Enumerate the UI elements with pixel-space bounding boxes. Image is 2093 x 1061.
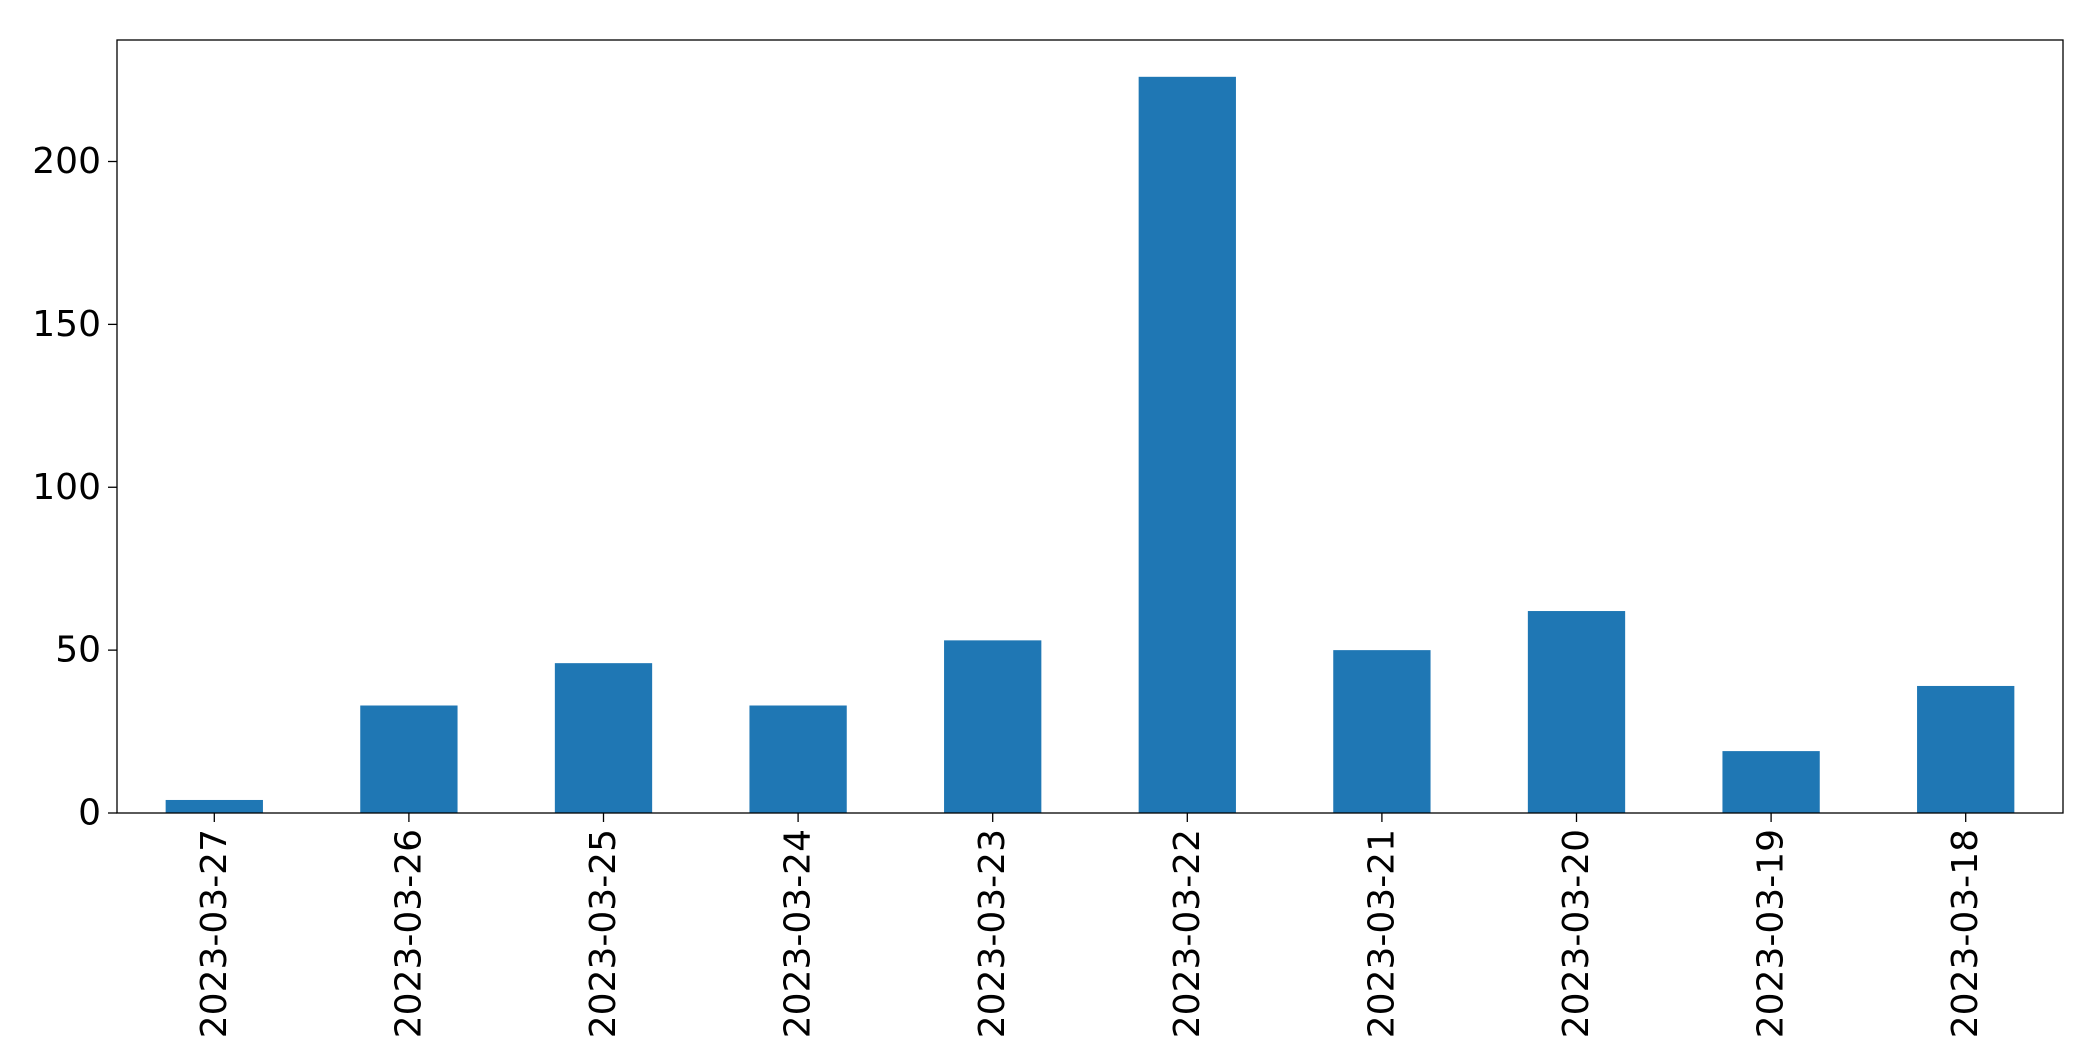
- x-tick-label-2023-03-25: 2023-03-25: [583, 829, 624, 1038]
- bar-2023-03-22: [1138, 76, 1236, 814]
- y-tick-label-100: 100: [32, 467, 101, 508]
- plot-frame: [116, 39, 2064, 814]
- y-axis-ticks: 0 50 100 150 200: [32, 141, 117, 834]
- x-tick-label-2023-03-21: 2023-03-21: [1361, 829, 1402, 1038]
- bar-2023-03-27: [165, 799, 263, 813]
- x-tick-label-2023-03-27: 2023-03-27: [194, 829, 235, 1038]
- y-tick-label-0: 0: [78, 793, 101, 834]
- y-tick-label-200: 200: [32, 141, 101, 182]
- x-axis-ticks: 2023-03-27 2023-03-26 2023-03-25 2023-03-24…: [194, 813, 1986, 1038]
- bar-2023-03-24: [749, 705, 847, 813]
- bar-2023-03-23: [944, 640, 1042, 813]
- bar-2023-03-18: [1917, 685, 2015, 813]
- x-tick-label-2023-03-19: 2023-03-19: [1751, 829, 1792, 1038]
- x-tick-label-2023-03-23: 2023-03-23: [972, 829, 1013, 1038]
- x-tick-label-2023-03-26: 2023-03-26: [388, 829, 429, 1038]
- y-tick-label-150: 150: [32, 304, 101, 345]
- x-tick-label-2023-03-22: 2023-03-22: [1167, 829, 1208, 1038]
- x-tick-label-2023-03-20: 2023-03-20: [1556, 829, 1597, 1038]
- bar-2023-03-19: [1722, 751, 1820, 813]
- bar-2023-03-20: [1527, 611, 1626, 813]
- bar-2023-03-26: [360, 705, 458, 813]
- bars-group: [165, 76, 2015, 814]
- bar-2023-03-21: [1333, 650, 1431, 813]
- bar-2023-03-25: [554, 663, 653, 813]
- y-tick-label-50: 50: [55, 630, 101, 671]
- x-tick-label-2023-03-18: 2023-03-18: [1945, 829, 1986, 1038]
- x-tick-label-2023-03-24: 2023-03-24: [778, 829, 819, 1038]
